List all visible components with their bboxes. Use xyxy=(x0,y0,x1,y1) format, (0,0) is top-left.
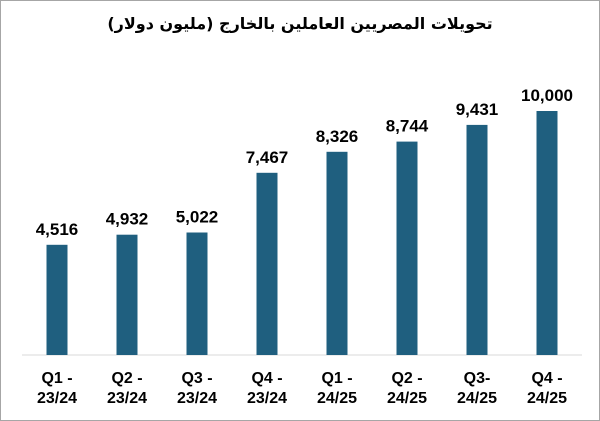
x-tick-label-7-line-2: 24/25 xyxy=(457,390,497,407)
x-tick-label-5-line-2: 24/25 xyxy=(317,390,357,407)
x-tick-label-1-line-2: 23/24 xyxy=(37,390,77,407)
x-tick-label-2-line-1: Q2 - xyxy=(111,370,142,387)
bar-2 xyxy=(116,234,138,355)
data-label-6: 8,744 xyxy=(386,117,429,136)
x-tick-label-7-line-1: Q3- xyxy=(464,370,491,387)
bar-6 xyxy=(396,141,418,355)
x-tick-label-5-line-1: Q1 - xyxy=(321,370,352,387)
data-label-1: 4,516 xyxy=(36,220,79,239)
data-label-2: 4,932 xyxy=(106,210,149,229)
x-tick-label-8-line-1: Q4 - xyxy=(531,370,562,387)
x-tick-label-4-line-1: Q4 - xyxy=(251,370,282,387)
x-tick-label-8-line-2: 24/25 xyxy=(527,390,567,407)
bar-5 xyxy=(326,151,348,355)
x-tick-label-3-line-2: 23/24 xyxy=(177,390,217,407)
data-label-4: 7,467 xyxy=(246,148,289,167)
bars-group xyxy=(46,111,558,356)
data-label-5: 8,326 xyxy=(316,127,359,146)
data-label-8: 10,000 xyxy=(521,86,573,105)
tick-labels-group: Q1 - 23/24 Q2 - 23/24 Q3 - 23/24 Q4 - 23/24 Q1 -… xyxy=(37,370,567,407)
value-labels-group: 4,516 4,932 5,022 7,467 8,326 8,744 9,431 10,00… xyxy=(36,86,573,239)
x-tick-label-6-line-2: 24/25 xyxy=(387,390,427,407)
x-tick-label-6-line-1: Q2 - xyxy=(391,370,422,387)
x-tick-label-1-line-1: Q1 - xyxy=(41,370,72,387)
bar-4 xyxy=(256,172,278,355)
bar-7 xyxy=(466,124,488,356)
data-label-3: 5,022 xyxy=(176,208,219,227)
x-tick-label-2-line-2: 23/24 xyxy=(107,390,147,407)
data-label-7: 9,431 xyxy=(456,100,499,119)
chart-title: تحويلات المصريين العاملين بالخارج (مليون… xyxy=(107,14,493,33)
x-tick-label-3-line-1: Q3 - xyxy=(181,370,212,387)
x-tick-label-4-line-2: 23/24 xyxy=(247,390,287,407)
bar-1 xyxy=(46,244,68,355)
bar-8 xyxy=(536,111,558,355)
bar-3 xyxy=(186,232,208,355)
